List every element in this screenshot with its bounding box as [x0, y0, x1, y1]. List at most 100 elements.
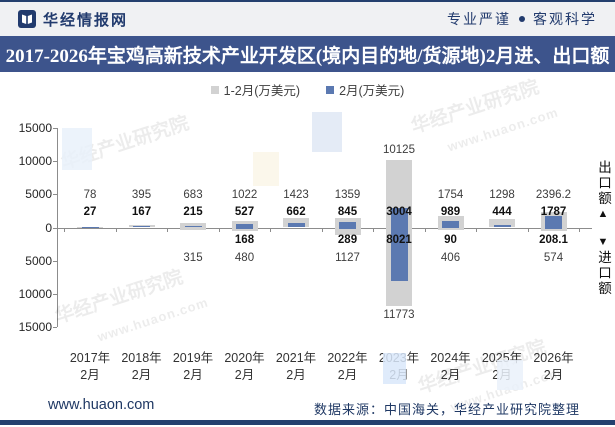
value-label-cumulative-export: 1298 [489, 189, 515, 201]
x-tick [424, 227, 426, 232]
dot-separator-icon [519, 16, 525, 22]
value-label-month-export: 989 [440, 206, 461, 218]
value-label-cumulative-export: 395 [131, 189, 152, 201]
value-label-cumulative-export: 1359 [334, 189, 361, 201]
title-bar: 2017-2026年宝鸡高新技术产业开发区(境内目的地/货源地)2月进、出口额 [0, 36, 615, 72]
bar-month-2017年2月 [81, 226, 99, 228]
x-tick-label-line: 2月 [440, 368, 461, 382]
bar-month-2018年2月 [133, 226, 150, 228]
y-tick [53, 327, 57, 328]
x-tick-label-2019年2月: 2019年 2月 [162, 350, 224, 384]
legend-swatch-0 [210, 85, 219, 94]
x-tick-label-2021年2月: 2021年 2月 [265, 350, 327, 384]
bar-month-2019年2月 [184, 226, 202, 228]
value-label-month-import: 208.1 [539, 234, 568, 246]
bar-cumulative-2018年2月 [128, 224, 155, 228]
x-tick [321, 227, 323, 232]
value-label-cumulative-export: 1423 [283, 189, 309, 201]
bottom-divider [0, 420, 615, 425]
import-direction-label: 进口额 [596, 250, 611, 297]
x-tick-label-2022年2月: 2022年 2月 [317, 350, 379, 384]
bar-month-2020年2月 [236, 224, 253, 229]
value-label-cumulative-export: 2396.2 [535, 189, 572, 201]
legend-item-0: 1-2月(万美元) [210, 80, 300, 99]
bar-month-2022年2月 [339, 221, 356, 230]
y-tick-label: 15000 [18, 121, 52, 135]
value-label-month-export: 845 [337, 206, 358, 218]
x-tick [373, 227, 375, 232]
watermark-logo-square [62, 128, 92, 170]
watermark-logo-square [253, 152, 279, 186]
value-label-cumulative-import: 315 [183, 252, 203, 264]
value-label-cumulative-export: 10125 [383, 144, 415, 157]
legend-label-1: 2月(万美元) [339, 84, 405, 98]
watermark-logo-square [312, 112, 342, 152]
value-label-month-import: 90 [444, 234, 457, 246]
x-tick [476, 227, 478, 232]
value-label-cumulative-import: 11773 [383, 308, 415, 321]
value-label-cumulative-import: 1127 [335, 252, 360, 264]
value-label-month-export: 215 [183, 206, 203, 218]
x-tick-label-2026年2月: 2026年 2月 [523, 350, 585, 384]
down-arrow-icon: ▼ [597, 236, 609, 248]
brand-name: 华经情报网 [43, 11, 129, 29]
x-tick-label-line: 2024年 [430, 351, 471, 365]
value-label-month-import: 289 [337, 234, 358, 246]
x-tick [527, 227, 529, 232]
bar-cumulative-2025年2月 [489, 218, 515, 228]
y-tick [53, 227, 57, 229]
x-tick [115, 227, 117, 232]
x-tick-label-2020年2月: 2020年 2月 [214, 350, 276, 384]
x-tick-label-line: 2026年 [533, 351, 574, 365]
export-direction-label: 出口额 [596, 159, 611, 207]
brand-logo[interactable]: 华经情报网 [18, 9, 128, 30]
value-label-cumulative-export: 1022 [231, 189, 258, 201]
value-label-cumulative-import: 574 [543, 252, 564, 264]
value-label-month-export: 167 [131, 206, 152, 218]
y-tick-label: 10000 [18, 286, 52, 301]
up-arrow-icon: ▲ [597, 208, 609, 220]
y-tick [53, 161, 57, 163]
watermark-text: 华经产业研究院 [52, 266, 186, 328]
value-label-month-import: 168 [234, 234, 255, 246]
value-label-cumulative-import: 406 [440, 252, 461, 264]
legend-swatch-1 [326, 85, 335, 94]
value-label-cumulative-export: 78 [83, 189, 97, 201]
y-tick-label: 10000 [18, 154, 52, 169]
x-tick-label-line: 2019年 [172, 351, 214, 365]
y-tick-label: 5000 [25, 253, 52, 268]
y-tick-label: 15000 [18, 320, 52, 334]
bar-cumulative-2021年2月 [283, 218, 309, 228]
y-tick-label: 0 [45, 220, 52, 235]
x-tick [64, 227, 66, 232]
value-label-month-export: 1787 [540, 206, 567, 218]
book-logo-icon [18, 10, 36, 28]
bar-month-2024年2月 [442, 220, 459, 229]
bar-month-2021年2月 [287, 223, 305, 228]
page-title: 2017-2026年宝鸡高新技术产业开发区(境内目的地/货源地)2月进、出口额 [5, 45, 610, 67]
x-tick-label-line: 2018年 [121, 351, 162, 365]
y-tick [53, 128, 57, 129]
x-tick [218, 227, 220, 232]
header: 华经情报网 专业严谨 客观科学 [0, 2, 615, 36]
value-label-cumulative-import: 480 [234, 252, 255, 264]
value-label-month-import: 8021 [386, 234, 412, 246]
x-tick-label-line: 2020年 [224, 351, 265, 365]
value-label-month-export: 662 [286, 206, 306, 218]
value-label-month-export: 27 [83, 206, 97, 218]
y-tick [53, 293, 57, 295]
value-label-month-export: 444 [492, 206, 512, 218]
watermark-url: www.huaon.com [445, 104, 561, 155]
footer-data-source: 数据来源：中国海关，华经产业研究院整理 [313, 402, 580, 417]
x-axis-line [57, 227, 592, 229]
watermark-url: www.huaon.com [95, 294, 211, 345]
legend-item-1: 2月(万美元) [326, 80, 404, 99]
y-tick [53, 194, 57, 196]
x-tick-label-2017年2月: 2017年 2月 [59, 350, 121, 384]
chart-legend: 1-2月(万美元) 2月(万美元) [0, 80, 615, 99]
x-tick-label-line: 2月 [131, 368, 152, 382]
footer-site-link[interactable]: www.huaon.com [48, 397, 155, 413]
x-tick [167, 227, 169, 232]
x-tick-label-line: 2022年 [327, 351, 368, 365]
